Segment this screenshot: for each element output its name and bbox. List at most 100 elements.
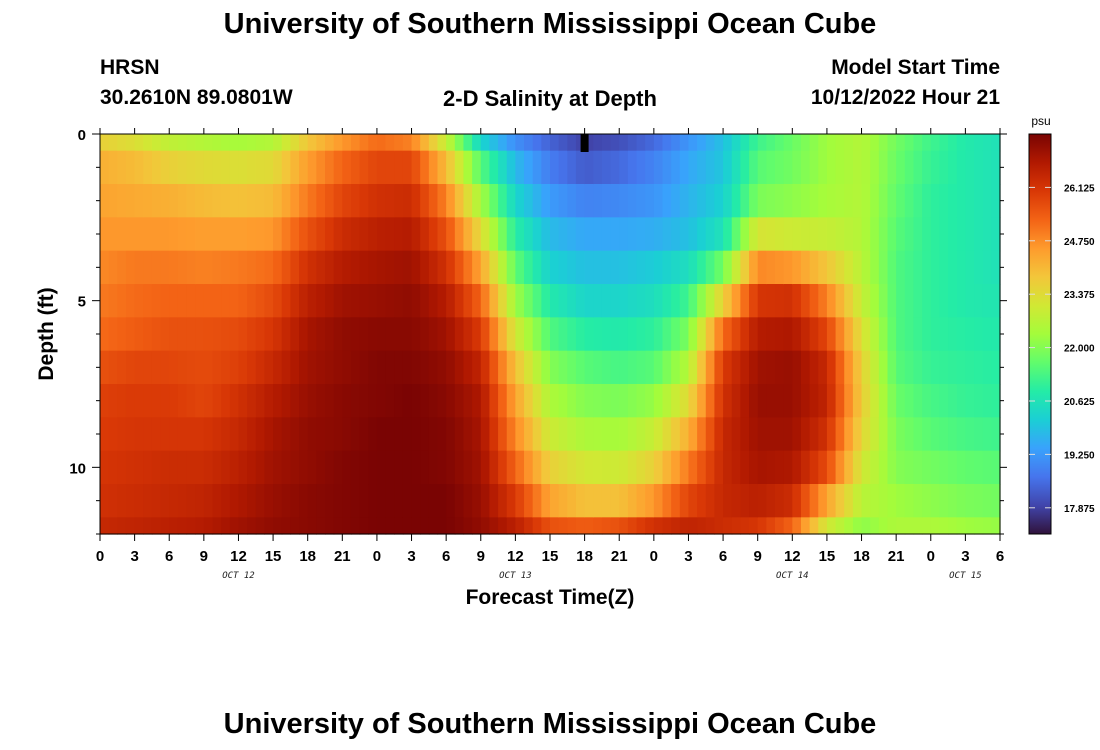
date-label: OCT 12 [222,571,255,581]
heatmap-cell [325,517,335,535]
heatmap-cell [757,184,767,218]
heatmap-cell [342,317,352,352]
heatmap-cell [766,134,776,152]
heatmap-cell [550,284,560,318]
heatmap-cell [965,284,975,318]
heatmap-cell [376,517,387,535]
heatmap-cell [826,217,837,252]
heatmap-cell [506,184,516,218]
heatmap-cell [541,384,551,418]
heatmap-cell [454,317,465,352]
heatmap-cell [255,184,266,218]
heatmap-cell [775,317,785,352]
heatmap-cell [783,150,793,185]
x-tick-label: 12 [784,548,801,565]
heatmap-cell [792,317,802,352]
footer-title: University of Southern Mississippi Ocean… [223,708,877,740]
heatmap-cell [601,417,612,452]
heatmap-cell [428,517,439,535]
heatmap-cell [991,284,1001,318]
heatmap-cell [515,284,525,318]
heatmap-cell [671,517,681,535]
heatmap-cell [610,517,620,535]
heatmap-cell [229,484,240,518]
heatmap-cell [844,284,854,318]
heatmap-cell [567,284,577,318]
heatmap-cell [974,517,984,535]
heatmap-cell [541,350,551,385]
heatmap-cell [333,217,343,252]
heatmap-cell [134,317,144,352]
heatmap-cell [428,134,439,152]
heatmap-cell [550,184,560,218]
heatmap-cell [376,384,387,418]
heatmap-cell [550,450,560,485]
heatmap-cell [229,134,240,152]
heatmap-cell [316,384,326,418]
heatmap-cell [887,134,897,152]
heatmap-cell [697,217,707,252]
heatmap-cell [939,450,949,485]
heatmap-cell [627,250,638,285]
heatmap-cell [273,134,283,152]
date-label: OCT 14 [776,571,809,581]
heatmap-cell [255,250,266,285]
heatmap-cell [186,134,196,152]
heatmap-cell [221,217,231,252]
heatmap-cell [420,450,430,485]
heatmap-cell [627,184,638,218]
heatmap-cell [169,384,179,418]
heatmap-cell [930,284,941,318]
heatmap-cell [766,384,776,418]
heatmap-cell [125,417,136,452]
heatmap-cell [939,484,949,518]
heatmap-cell [671,217,681,252]
heatmap-cell [229,317,240,352]
heatmap-cell [948,384,958,418]
heatmap-cell [221,517,231,535]
heatmap-cell [948,134,958,152]
heatmap-cell [160,284,170,318]
heatmap-cell [922,184,932,218]
heatmap-cell [688,184,698,218]
heatmap-cell [826,350,837,385]
heatmap-cell [878,450,889,485]
heatmap-cell [636,350,646,385]
heatmap-cell [316,517,326,535]
heatmap-cell [186,317,196,352]
heatmap-cell [428,417,439,452]
heatmap-cell [195,517,205,535]
heatmap-cell [169,150,179,185]
heatmap-cell [653,284,664,318]
heatmap-cell [169,184,179,218]
heatmap-cell [160,417,170,452]
heatmap-cell [662,217,672,252]
heatmap-cell [697,317,707,352]
heatmap-cell [619,384,629,418]
heatmap-cell [653,250,664,285]
heatmap-cell [472,384,482,418]
heatmap-cell [437,217,447,252]
heatmap-cell [930,250,941,285]
heatmap-cell [368,134,378,152]
heatmap-cell [567,417,577,452]
heatmap-cell [203,317,214,352]
heatmap-cell [290,350,300,385]
heatmap-cell [299,150,309,185]
heatmap-cell [238,217,248,252]
heatmap-cell [645,350,655,385]
heatmap-cell [775,384,785,418]
heatmap-cell [143,350,153,385]
heatmap-cell [731,284,741,318]
heatmap-cell [826,484,837,518]
heatmap-cell [247,134,257,152]
heatmap-cell [515,317,525,352]
heatmap-cell [636,417,646,452]
heatmap-cell [359,384,369,418]
heatmap-cell [117,217,127,252]
heatmap-cell [723,450,733,485]
heatmap-cell [896,150,906,185]
heatmap-cell [749,350,759,385]
heatmap-cell [567,450,577,485]
heatmap-cell [939,150,949,185]
